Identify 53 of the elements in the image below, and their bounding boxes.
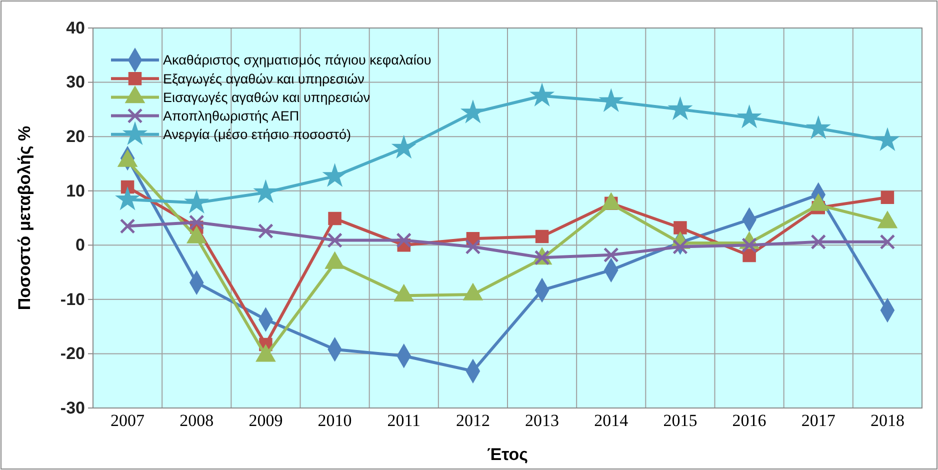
point [328, 212, 342, 226]
point [120, 218, 136, 234]
x-tick-label: 2018 [870, 411, 904, 430]
x-tick-label: 2017 [801, 411, 836, 430]
point [806, 116, 830, 138]
point [600, 89, 623, 112]
legend-label: Εξαγωγές αγαθών και υπηρεσιών [163, 71, 365, 86]
point [876, 128, 899, 150]
point [461, 100, 484, 123]
x-tick-label: 2013 [525, 411, 560, 430]
point [674, 221, 687, 234]
legend-label: Ανεργία (μέσο ετήσιο ποσοστό) [163, 127, 351, 142]
legend-label: Ακαθάριστος σχηματισμός πάγιου κεφαλαίου [163, 52, 432, 68]
point [603, 247, 619, 263]
y-tick-label: -30 [60, 398, 85, 418]
y-tick-label: 30 [66, 72, 85, 92]
x-tick-label: 2009 [248, 411, 283, 430]
x-tick-label: 2016 [732, 411, 766, 430]
x-tick-label: 2008 [180, 411, 214, 430]
point [188, 214, 204, 230]
y-axis-title: Ποσοστό μεταβολής % [15, 126, 34, 310]
legend-label: Αποπληθωριστής ΑΕΠ [163, 108, 300, 124]
point [742, 248, 756, 262]
point [392, 136, 416, 158]
point [810, 234, 826, 250]
x-tick-label: 2007 [110, 411, 146, 430]
y-tick-label: 20 [66, 127, 85, 146]
x-tick-label: 2014 [594, 411, 629, 430]
point [880, 234, 896, 250]
point [396, 232, 412, 248]
x-tick-label: 2015 [663, 411, 698, 430]
y-tick-label: 40 [66, 18, 85, 38]
point [880, 190, 894, 204]
point [530, 84, 554, 106]
point [258, 223, 274, 239]
x-tick-label: 2011 [387, 411, 421, 430]
point [116, 187, 140, 210]
x-tick-label: 2010 [318, 411, 352, 430]
point [535, 230, 549, 244]
point [465, 239, 481, 254]
x-axis-title: Έτος [487, 445, 528, 464]
point [668, 97, 692, 120]
point [738, 106, 761, 128]
y-tick-label: -10 [60, 290, 85, 309]
y-tick-label: 10 [66, 181, 85, 200]
point [185, 190, 208, 213]
x-tick-label: 2012 [456, 411, 490, 430]
y-tick-label: 0 [76, 236, 85, 255]
point [323, 164, 346, 186]
legend-label: Εισαγωγές αγαθών και υπηρεσιών [163, 90, 370, 105]
point [254, 180, 278, 202]
point [327, 232, 342, 248]
y-tick-label: -20 [60, 344, 85, 364]
